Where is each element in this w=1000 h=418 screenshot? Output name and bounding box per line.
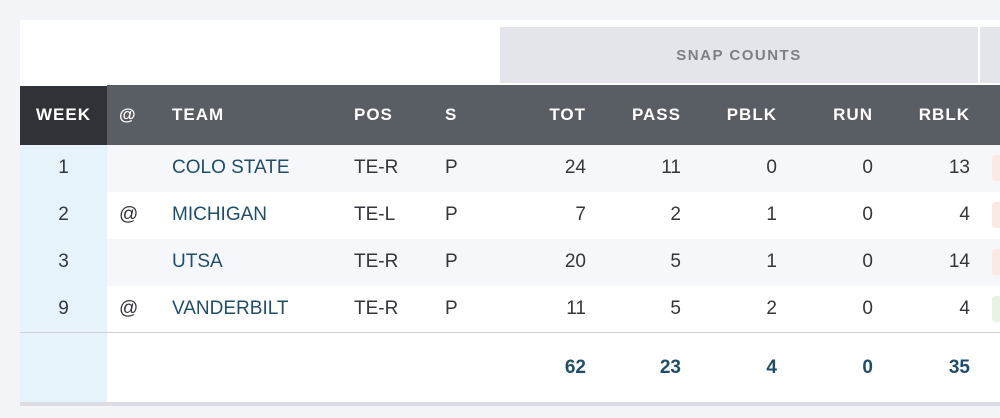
totals-blank [354, 332, 443, 403]
cell-tot: 11 [566, 297, 586, 319]
grade-tag [992, 249, 1000, 275]
cell-pblk: 1 [766, 204, 777, 225]
col-header-pass[interactable]: PASS [631, 104, 681, 124]
total-rblk: 35 [883, 332, 980, 403]
table-row: 3 UTSA TE-R P 20 5 1 0 14 [20, 238, 1000, 286]
cell-pblk: 1 [766, 251, 777, 272]
cell-team-link[interactable]: UTSA [172, 251, 223, 272]
cell-next [980, 145, 1000, 192]
cell-team-link[interactable]: MICHIGAN [172, 204, 267, 225]
column-header-row: WEEK @ TEAM POS S TOT PASS PBLK RUN RBLK [20, 83, 1000, 145]
cell-at [107, 145, 158, 192]
grade-tag [992, 202, 1000, 228]
next-group-header [980, 27, 1000, 83]
cell-run: 0 [862, 251, 873, 272]
col-header-rblk[interactable]: RBLK [918, 104, 970, 124]
cell-pos: TE-R [354, 157, 399, 178]
cell-pos: TE-L [354, 204, 396, 225]
col-header-run[interactable]: RUN [833, 104, 873, 124]
cell-pblk: 2 [766, 297, 777, 319]
cell-team-link[interactable]: VANDERBILT [172, 297, 289, 319]
cell-pos: TE-R [354, 251, 399, 272]
col-header-next [980, 85, 1000, 145]
cell-rblk: 13 [948, 157, 970, 178]
cell-at [107, 239, 158, 286]
snap-counts-group-header: SNAP COUNTS [500, 27, 978, 83]
total-tot: 62 [510, 332, 596, 403]
totals-blank [443, 332, 510, 403]
col-header-team[interactable]: TEAM [172, 104, 225, 124]
cell-tot: 24 [564, 157, 586, 178]
cell-next [980, 192, 1000, 239]
cell-pass: 2 [670, 204, 681, 225]
cell-s: P [445, 251, 458, 272]
cell-tot: 20 [564, 251, 586, 272]
col-header-week[interactable]: WEEK [20, 83, 107, 145]
cell-pass: 5 [670, 251, 681, 272]
totals-week-cell [20, 332, 107, 403]
totals-blank [158, 332, 354, 403]
cell-tot: 7 [575, 204, 586, 225]
cell-rblk: 14 [948, 251, 970, 272]
card-bottom-edge [20, 402, 1000, 406]
cell-pass: 5 [670, 297, 681, 319]
col-header-pblk[interactable]: PBLK [726, 104, 777, 124]
cell-run: 0 [862, 297, 873, 319]
table-row: 9 @ VANDERBILT TE-R P 11 5 2 0 4 [20, 285, 1000, 333]
cell-s: P [445, 157, 458, 178]
col-header-s[interactable]: S [445, 104, 458, 124]
cell-team-link[interactable]: COLO STATE [172, 157, 290, 178]
snap-counts-card: SNAP COUNTS WEEK @ TEAM POS S TOT PASS P… [20, 20, 1000, 405]
cell-week: 2 [20, 191, 107, 239]
cell-at: @ [119, 297, 139, 319]
cell-pass: 11 [661, 157, 681, 178]
totals-blank [980, 332, 1000, 403]
total-run: 0 [787, 332, 883, 403]
totals-row: 62 23 4 0 35 [20, 332, 1000, 403]
cell-rblk: 4 [959, 297, 970, 319]
cell-run: 0 [862, 204, 873, 225]
cell-at: @ [119, 204, 139, 225]
total-pass: 23 [596, 332, 691, 403]
cell-next [980, 239, 1000, 286]
cell-next [980, 286, 1000, 333]
grade-tag [992, 295, 1000, 322]
col-header-tot[interactable]: TOT [549, 104, 586, 124]
cell-week: 1 [20, 144, 107, 192]
cell-s: P [445, 204, 458, 225]
grade-tag [992, 155, 1000, 181]
cell-run: 0 [862, 157, 873, 178]
cell-s: P [445, 297, 458, 319]
cell-pos: TE-R [354, 297, 399, 319]
game-log-table: WEEK @ TEAM POS S TOT PASS PBLK RUN RBLK… [20, 83, 1000, 403]
cell-week: 9 [20, 285, 107, 333]
cell-pblk: 0 [766, 157, 777, 178]
cell-week: 3 [20, 238, 107, 286]
col-header-pos[interactable]: POS [354, 104, 393, 124]
col-header-at[interactable]: @ [119, 104, 137, 124]
table-row: 2 @ MICHIGAN TE-L P 7 2 1 0 4 [20, 191, 1000, 239]
table-row: 1 COLO STATE TE-R P 24 11 0 0 13 [20, 144, 1000, 192]
totals-blank [107, 332, 158, 403]
total-pblk: 4 [691, 332, 787, 403]
cell-rblk: 4 [959, 204, 970, 225]
